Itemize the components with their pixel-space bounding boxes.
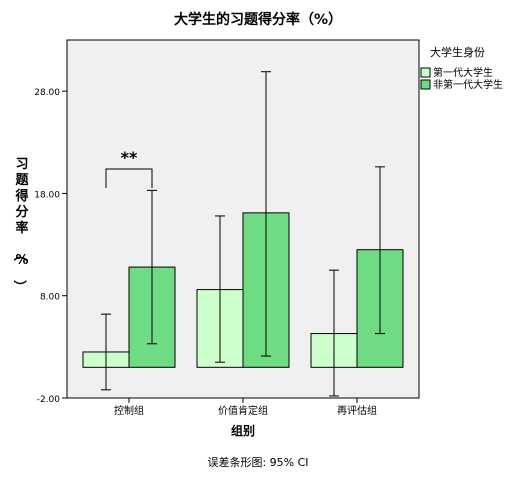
y-tick-label: 18.00 xyxy=(34,190,60,200)
y-tick-label: -2.00 xyxy=(37,395,61,405)
legend-label-2: 非第一代大学生 xyxy=(433,78,503,91)
x-tick-label: 控制组 xyxy=(114,404,144,417)
x-tick-label: 价值肯定组 xyxy=(218,404,268,417)
chart-marks: ** xyxy=(82,71,404,397)
y-axis-title-char: 分 xyxy=(15,204,28,220)
x-axis-title: 组别 xyxy=(231,423,255,438)
y-axis-title-char: 得 xyxy=(14,188,28,204)
y-axis-title: 习题得分率 （% ） xyxy=(11,157,29,293)
y-axis-title-char: 习 xyxy=(15,157,28,172)
y-axis-title-char: 率 xyxy=(15,220,28,236)
y-tick-label: 8.00 xyxy=(40,293,60,303)
legend-label-1: 第一代大学生 xyxy=(433,66,493,79)
x-tick-label: 再评估组 xyxy=(337,404,377,417)
significance-bracket xyxy=(105,168,153,188)
y-tick-label: 28.00 xyxy=(34,88,60,98)
footnote: 误差条形图: 95% CI xyxy=(207,455,308,469)
significance-marker: ** xyxy=(121,148,138,167)
y-axis-title-char: 题 xyxy=(15,173,29,188)
y-axis-title-char: % xyxy=(15,253,28,268)
chart-axes: -2.00 8.00 18.00 28.00 控制组 价值肯定组 再评估组 习题得分率 （% ） xyxy=(11,88,377,417)
y-axis-title-char: ） xyxy=(11,280,27,293)
y-axis-title-char: （ xyxy=(11,248,27,261)
legend-swatch-2 xyxy=(420,79,431,90)
legend-swatch-1 xyxy=(420,67,431,78)
legend-title: 大学生身份 xyxy=(430,45,485,59)
chart-title: 大学生的习题得分率（%） xyxy=(174,11,342,28)
